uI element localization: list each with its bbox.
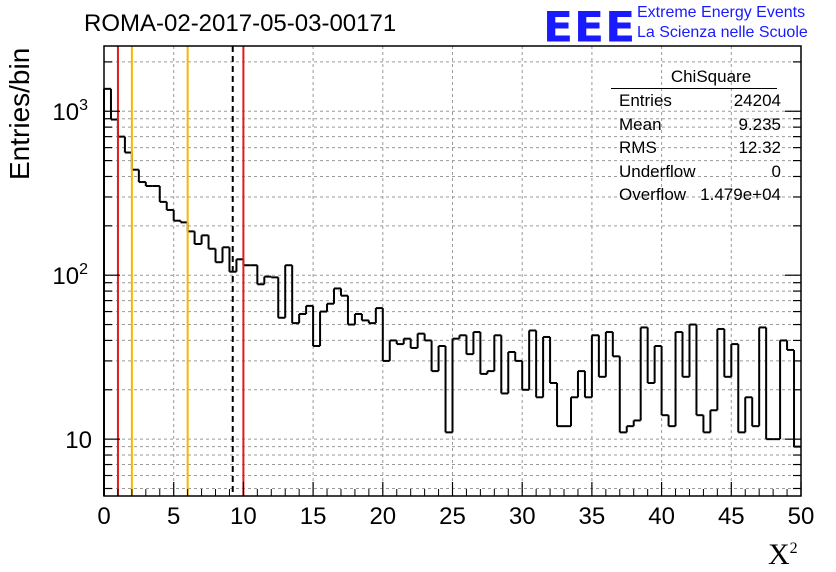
x-axis-label-base: X: [768, 538, 790, 571]
x-tick-label: 30: [509, 503, 536, 530]
y-tick-label: 10: [65, 427, 92, 454]
y-axis-label: Entries/bin: [4, 47, 35, 180]
y-tick-label: 102: [52, 261, 88, 290]
stats-label: RMS: [619, 138, 657, 157]
stats-value: 24204: [733, 91, 781, 110]
stats-value: 1.479e+04: [700, 185, 781, 204]
logo-line-2: La Scienza nelle Scuole: [637, 24, 808, 41]
stats-title: ChiSquare: [670, 67, 752, 86]
y-tick-label-base: 10: [52, 99, 79, 126]
y-tick-label-exponent: 3: [79, 97, 88, 114]
x-tick-label: 20: [369, 503, 396, 530]
x-tick-label: 15: [300, 503, 327, 530]
eee-logo: EEE: [543, 3, 637, 52]
stats-label: Underflow: [619, 161, 696, 181]
stats-label: Mean: [619, 114, 662, 134]
x-axis-label-superscript: 2: [789, 540, 798, 557]
x-axis-label: X2: [768, 538, 798, 572]
y-tick-label: 103: [52, 97, 88, 126]
logo-line-1: Extreme Energy Events: [637, 4, 806, 21]
stats-row: Overflow 1.479e+04: [611, 183, 781, 207]
stats-value: 9.235: [738, 114, 781, 134]
grid-layer: [103, 46, 802, 496]
x-tick-label: 0: [97, 503, 110, 530]
x-tick-label: 35: [579, 503, 606, 530]
y-tick-label-base: 10: [52, 263, 79, 290]
x-tick-label: 40: [648, 503, 675, 530]
stats-divider: [611, 88, 777, 89]
stats-value: 12.32: [738, 138, 781, 157]
x-tick-label: 50: [788, 503, 815, 530]
chart-title: ROMA-02-2017-05-03-00171: [84, 10, 397, 37]
stats-row: Mean 9.235: [611, 113, 781, 137]
stats-label: Overflow: [619, 185, 687, 204]
x-tick-label: 25: [439, 503, 466, 530]
stats-row: Underflow 0: [611, 160, 781, 184]
x-tick-label: 5: [167, 503, 180, 530]
x-tick-label: 45: [718, 503, 745, 530]
stats-label: Entries: [619, 91, 672, 110]
marker-lines-layer: [116, 46, 245, 496]
stats-value: 0: [771, 161, 781, 181]
stats-row: RMS 12.32: [611, 136, 781, 160]
stats-row: Entries 24204: [611, 89, 781, 113]
stats-box: ChiSquare Entries 24204 Mean 9.235 RMS 12.3…: [611, 66, 781, 207]
y-tick-label-exponent: 2: [79, 261, 88, 278]
x-tick-label: 10: [230, 503, 257, 530]
